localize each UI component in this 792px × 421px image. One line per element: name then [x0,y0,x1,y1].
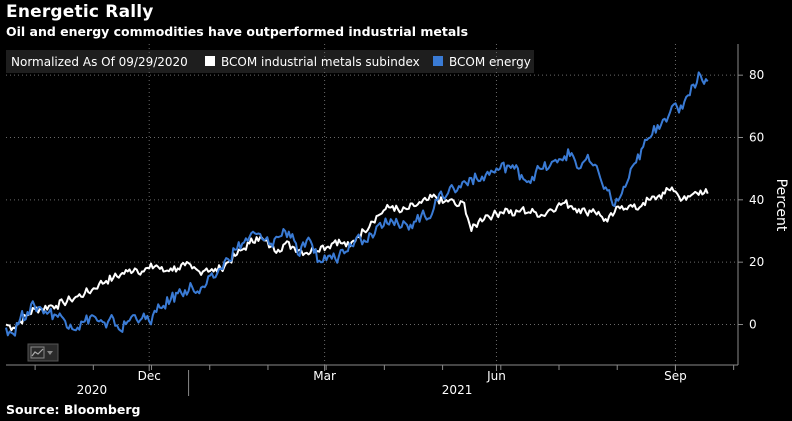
y-tick-label: 20 [749,255,764,269]
legend-label-energy: BCOM energy [449,55,531,69]
x-tick-label: Jun [486,369,506,383]
line-chart-icon [30,346,45,359]
x-tick-label: Dec [138,369,161,383]
source-note: Source: Bloomberg [6,402,141,417]
y-tick-label: 0 [749,317,757,331]
series-line-bcom-industrial-metals-subindex [5,186,709,332]
series-line-bcom-energy [5,71,709,337]
y-axis-label: Percent [773,179,789,232]
y-tick-label: 80 [749,68,764,82]
legend-label-metals: BCOM industrial metals subindex [221,55,420,69]
legend-swatch-metals [205,56,215,66]
x-tick-label: Sep [664,369,687,383]
x-year-label: 2020 [77,383,108,397]
chevron-down-icon [47,351,53,355]
legend-background [6,50,534,73]
y-tick-label: 40 [749,193,764,207]
chart-title: Energetic Rally [6,2,154,22]
chart-type-button[interactable] [27,343,59,362]
legend-header: Normalized As Of 09/29/2020 [11,55,188,69]
chart-subtitle: Oil and energy commodities have outperfo… [6,24,469,39]
grid-lines [6,44,738,365]
legend-swatch-energy [433,56,443,66]
y-tick-label: 60 [749,130,764,144]
x-axis-ticks: Dec Mar Jun Sep 2020 2021 [34,365,735,397]
x-tick-label: Mar [313,369,336,383]
series-lines [5,71,709,337]
x-year-label: 2021 [442,383,473,397]
y-axis-ticks: 0 20 40 60 80 [738,68,764,331]
